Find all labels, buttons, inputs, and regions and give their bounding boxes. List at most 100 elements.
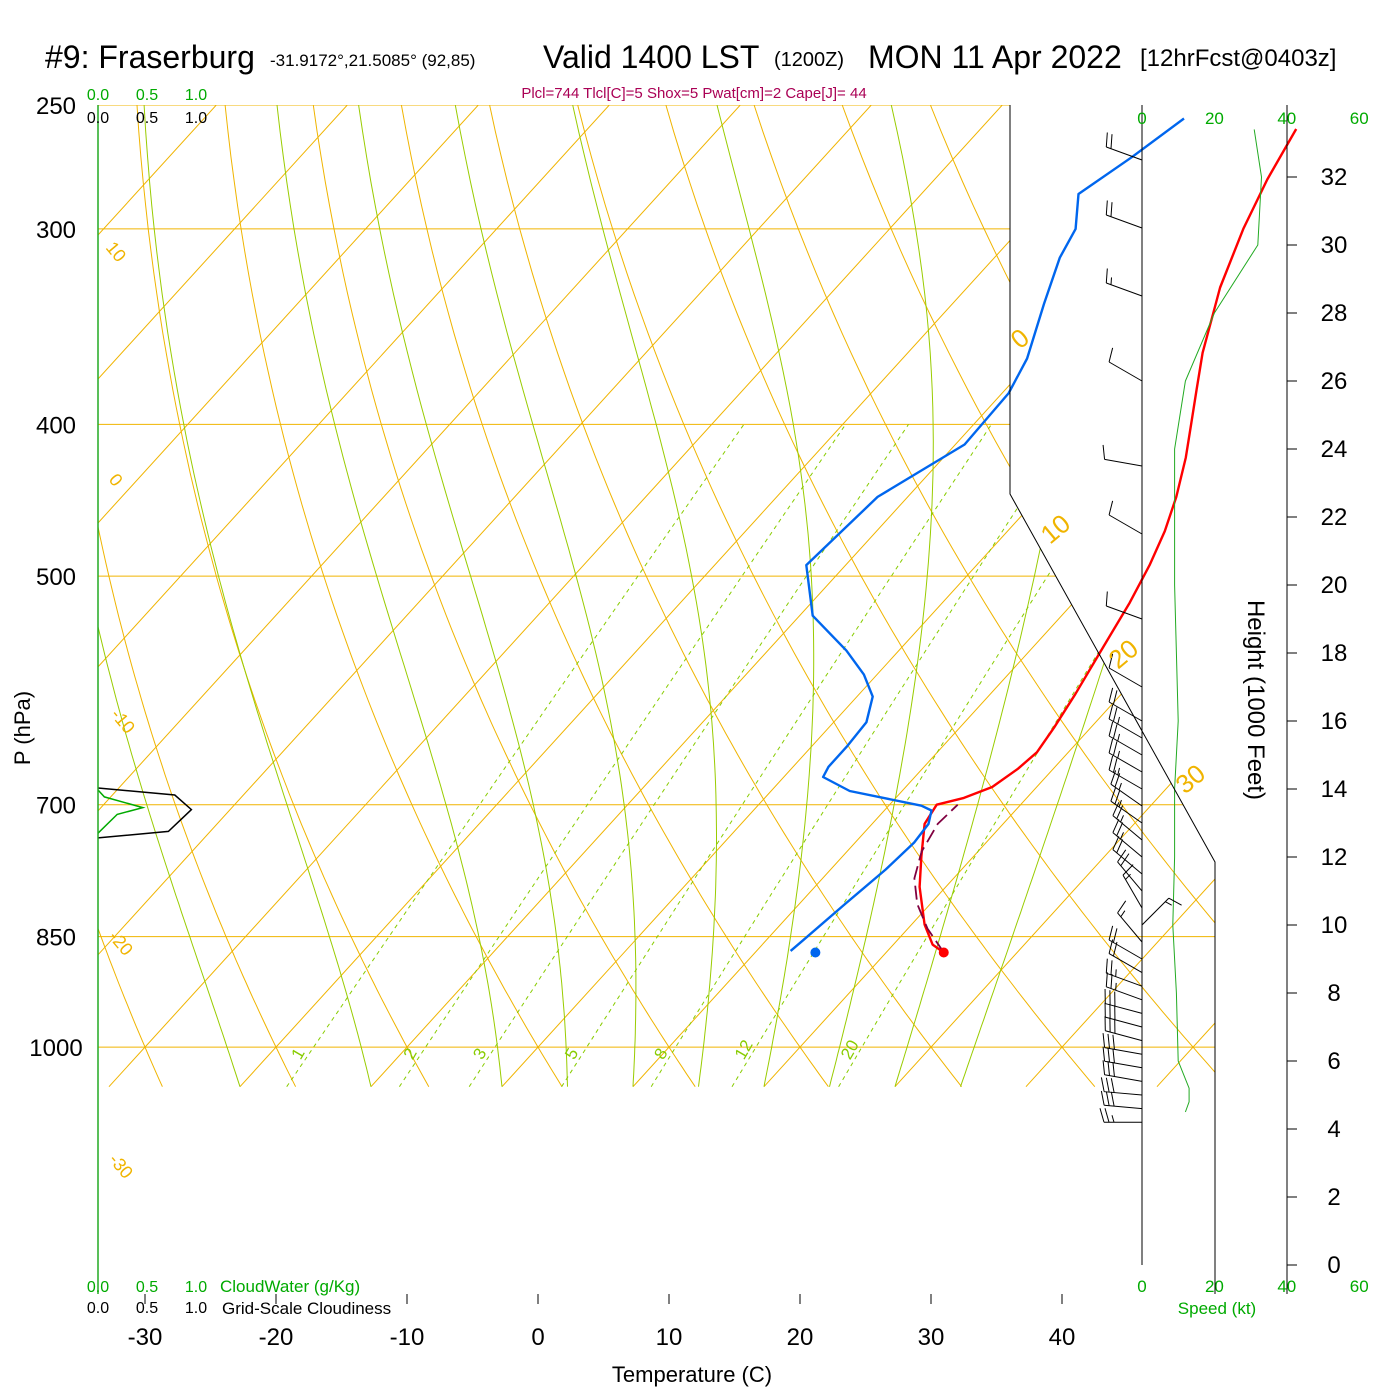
cloudiness-scale-top: 0.0 — [87, 110, 109, 127]
surface-temperature-dot — [938, 947, 949, 958]
moist-adiabat-line — [716, 105, 815, 1087]
height-tick-label: 24 — [1321, 436, 1348, 463]
pressure-tick-label: 850 — [36, 925, 76, 952]
isotherm-line — [98, 105, 504, 1088]
wind-barb — [1122, 864, 1143, 909]
wind-speed-axis-label: Speed (kt) — [1178, 1299, 1256, 1318]
moist-adiabat-line — [98, 105, 241, 1087]
dry-adiabat-line — [98, 105, 163, 1087]
wind-barb — [1104, 1002, 1143, 1028]
wind-speed-tick-bottom: 60 — [1350, 1277, 1369, 1296]
temperature-tick-label: 10 — [656, 1324, 683, 1351]
cloudwater-profile — [97, 789, 146, 834]
sounding-profiles — [97, 117, 1298, 958]
moist-adiabat-line — [143, 105, 372, 1087]
dry-adiabat-line — [309, 105, 696, 1087]
cloudwater-scale-top: 0.0 — [87, 87, 109, 104]
temperature-tick-label: 30 — [918, 1324, 945, 1351]
height-tick-label: 8 — [1327, 980, 1340, 1007]
mixing-ratio-line — [561, 424, 992, 1087]
mixing-ratio-line — [398, 424, 847, 1087]
mixing-ratio-line — [468, 424, 909, 1087]
height-tick-label: 10 — [1321, 912, 1348, 939]
temperature-tick-label: 0 — [531, 1324, 544, 1351]
diagram-right-edge — [1009, 105, 1216, 1294]
cloudwater-scale-top: 1.0 — [185, 87, 207, 104]
isotherm-line — [108, 105, 1028, 1088]
isotherm-line — [98, 105, 897, 1088]
wind-barb — [1105, 132, 1143, 161]
height-tick-label: 2 — [1327, 1184, 1340, 1211]
wind-barb — [1105, 958, 1143, 987]
cloudwater-scale-top: 0.5 — [136, 87, 158, 104]
height-tick-label: 28 — [1321, 300, 1348, 327]
wind-barb — [1105, 268, 1143, 297]
moist-adiabat-line — [358, 105, 568, 1087]
wind-barb — [1102, 1033, 1143, 1055]
wind-barb — [1117, 900, 1143, 943]
cloudwater-scale-bottom: 1.0 — [185, 1279, 207, 1296]
height-tick-label: 0 — [1327, 1252, 1340, 1279]
wind-barb — [1102, 1060, 1143, 1082]
mixing-ratio-line — [286, 424, 745, 1087]
isotherm-line — [239, 105, 1159, 1088]
height-tick-label: 26 — [1321, 368, 1348, 395]
wind-speed-tick-top: 60 — [1350, 109, 1369, 128]
parcel-path — [913, 804, 959, 954]
wind-barb — [1102, 444, 1143, 467]
dewpoint-profile — [789, 117, 1185, 952]
moist-adiabat-line — [572, 105, 717, 1087]
isotherm-label: 10 — [102, 238, 130, 266]
wind-barb — [1112, 802, 1143, 841]
moist-adiabat-line — [829, 105, 934, 1087]
wind-barb — [1108, 347, 1143, 382]
isotherm-line — [501, 105, 1215, 1088]
mixing-ratio-label: 12 — [731, 1037, 757, 1063]
height-tick-label: 20 — [1321, 572, 1348, 599]
pressure-tick-label: 300 — [36, 217, 76, 244]
moist-adiabat-line — [960, 105, 1215, 1087]
wind-barb — [1105, 200, 1143, 229]
cloudiness-scale-bottom: 1.0 — [185, 1300, 207, 1317]
dry-adiabat-line — [483, 105, 962, 1088]
isotherm-line — [1156, 105, 1215, 1088]
cloudiness-profile — [97, 787, 193, 839]
cloudwater-scale-bottom: 0.0 — [87, 1279, 109, 1296]
wind-speed-tick-top: 0 — [1137, 109, 1146, 128]
cloudwater-label: CloudWater (g/Kg) — [220, 1277, 360, 1296]
temperature-tick-label: 20 — [787, 1324, 814, 1351]
surface-dewpoint-dot — [810, 947, 821, 958]
dry-adiabat-line — [134, 105, 430, 1087]
height-tick-label: 12 — [1321, 844, 1348, 871]
wind-barb — [1099, 1108, 1142, 1123]
wind-barb — [1104, 1016, 1143, 1042]
dry-adiabat-line — [744, 105, 1215, 1088]
height-tick-label: 30 — [1321, 232, 1348, 259]
forecast-info: [12hrFcst@0403z] — [1140, 45, 1336, 72]
wind-barb — [1112, 836, 1143, 875]
temperature-tick-label: -20 — [259, 1324, 294, 1351]
mixing-ratio-line — [650, 424, 1073, 1087]
wind-barb — [1112, 819, 1143, 858]
dry-adiabat-line — [221, 105, 563, 1087]
temperature-profile — [918, 128, 1298, 954]
height-tick-label: 6 — [1327, 1048, 1340, 1075]
zulu-time: (1200Z) — [774, 49, 844, 71]
temperature-tick-label: 40 — [1049, 1324, 1076, 1351]
mixing-ratio-line — [731, 424, 1145, 1087]
wind-barb — [1100, 1090, 1143, 1110]
wind-barb — [1105, 591, 1143, 620]
valid-time: Valid 1400 LST — [543, 39, 759, 75]
cloudiness-scale-top: 0.5 — [136, 110, 158, 127]
pressure-tick-label: 500 — [36, 564, 76, 591]
station-name: #9: Fraserburg — [45, 39, 255, 75]
isotherm-line — [98, 105, 766, 1088]
dry-adiabat-line — [1355, 77, 1400, 1086]
wind-barb — [1141, 897, 1182, 926]
height-axis-label: Height (1000 Feet) — [1242, 600, 1269, 800]
dry-adiabat-line — [98, 105, 297, 1087]
height-tick-label: 18 — [1321, 640, 1348, 667]
cloudiness-scale-bottom: 0.5 — [136, 1300, 158, 1317]
wind-barb — [1108, 721, 1143, 756]
